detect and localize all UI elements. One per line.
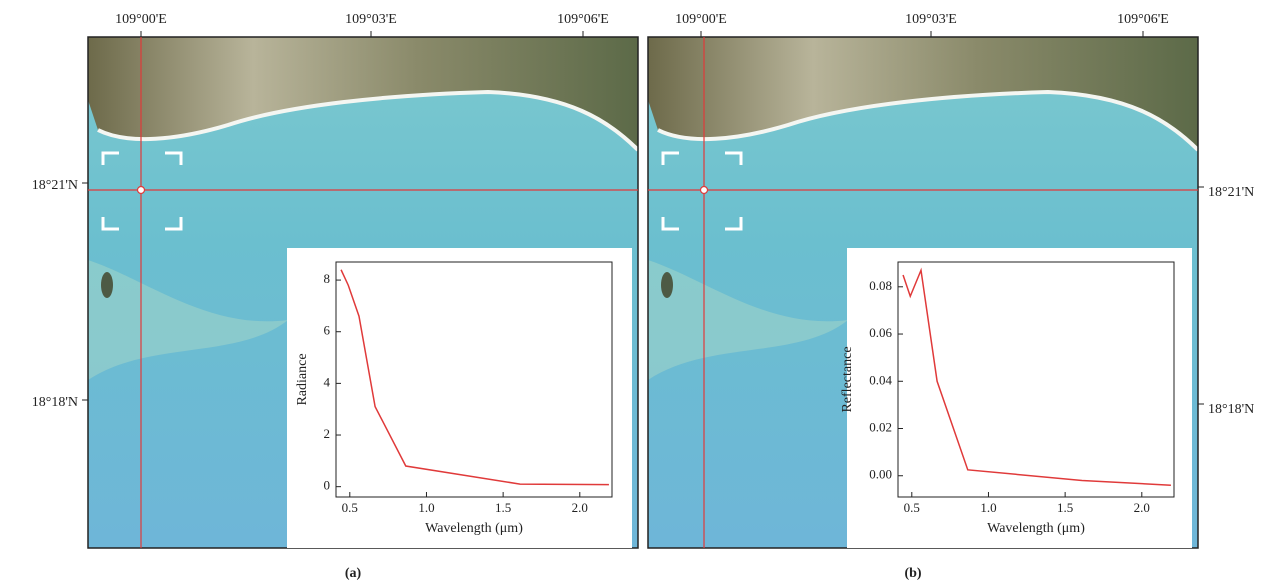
x-tick-label: 2.0 — [572, 500, 588, 515]
plume — [648, 260, 848, 380]
y-axis-label: Radiance — [295, 353, 310, 405]
crosshair-center — [699, 185, 709, 195]
lat-label: 18°18'N — [32, 395, 78, 410]
bracket — [165, 217, 183, 231]
x-tick-label: 1.0 — [980, 500, 996, 515]
line — [902, 267, 1171, 486]
panel-label: (a) — [345, 566, 362, 581]
x-tick-label: 1.5 — [495, 500, 511, 515]
line — [340, 269, 609, 486]
lon-label: 109°06'E — [557, 12, 609, 27]
lat-label: 18°18'N — [1208, 402, 1254, 417]
lon-label: 109°00'E — [115, 12, 167, 27]
x-tick-label: 2.0 — [1134, 500, 1150, 515]
lon-label: 109°03'E — [905, 12, 957, 27]
land — [88, 37, 638, 150]
x-tick-label: 0.5 — [342, 500, 358, 515]
island — [661, 272, 673, 298]
y-tick-label: 0.02 — [869, 419, 892, 434]
x-tick-label: 1.0 — [418, 500, 434, 515]
bracket — [165, 151, 183, 165]
y-tick-label: 0 — [324, 478, 331, 493]
y-tick-label: 8 — [324, 271, 331, 286]
lon-label: 109°03'E — [345, 12, 397, 27]
bracket — [725, 151, 743, 165]
y-tick-label: 0.04 — [869, 372, 892, 387]
bracket — [661, 217, 679, 231]
y-tick-label: 0.06 — [869, 325, 892, 340]
land — [648, 37, 1198, 150]
inset-bg — [847, 248, 1192, 548]
lat-label: 18°21'N — [1208, 185, 1254, 200]
bracket — [101, 217, 119, 231]
y-tick-label: 4 — [324, 374, 331, 389]
crosshair-center — [136, 185, 146, 195]
inset-bg — [287, 248, 632, 548]
panel-label: (b) — [904, 566, 921, 581]
x-tick-label: 1.5 — [1057, 500, 1073, 515]
island — [101, 272, 113, 298]
plot-frame — [897, 261, 1175, 498]
bracket — [101, 151, 119, 165]
bracket — [661, 151, 679, 165]
lon-label: 109°00'E — [675, 12, 727, 27]
x-tick-label: 0.5 — [904, 500, 920, 515]
bracket — [725, 217, 743, 231]
plot-frame — [335, 261, 613, 498]
y-tick-label: 6 — [324, 323, 331, 338]
y-tick-label: 2 — [324, 426, 331, 441]
y-tick-label: 0.08 — [869, 278, 892, 293]
x-axis-label: Wavelength (μm) — [425, 521, 523, 536]
y-tick-label: 0.00 — [869, 467, 892, 482]
x-axis-label: Wavelength (μm) — [987, 521, 1085, 536]
y-axis-label: Reflectance — [840, 346, 855, 412]
shore — [97, 89, 640, 152]
lon-label: 109°06'E — [1117, 12, 1169, 27]
lat-label: 18°21'N — [32, 178, 78, 193]
shore — [657, 89, 1200, 152]
plume — [88, 260, 288, 380]
